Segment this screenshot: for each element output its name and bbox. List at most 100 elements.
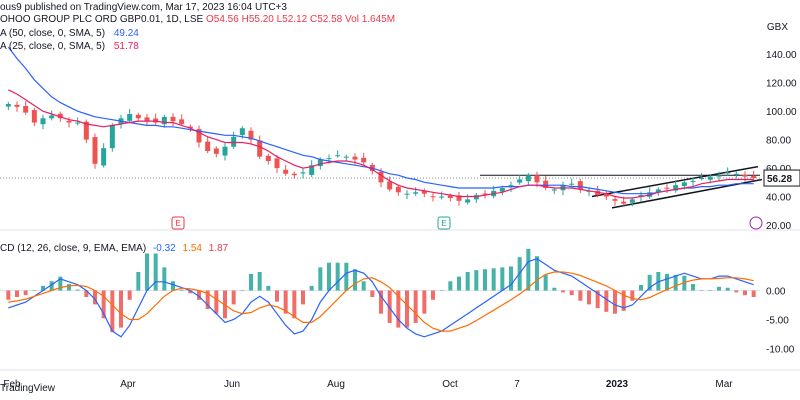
candle-body [430, 196, 436, 198]
time-tick-label: Oct [442, 379, 458, 390]
macd-histogram-bar [136, 272, 141, 291]
macd-histogram-bar [162, 267, 167, 291]
candle-body [75, 122, 81, 124]
candle-body [83, 121, 89, 140]
candle-body [335, 155, 341, 157]
macd-histogram-bar [543, 274, 548, 291]
time-tick-label: Apr [120, 379, 136, 390]
candle-body [205, 141, 211, 151]
macd-histogram-bar [439, 290, 444, 292]
macd-histogram-bar [387, 290, 392, 323]
candle-body [135, 114, 141, 119]
published-text: ous9 published on TradingView.com, Mar 1… [0, 2, 287, 13]
macd-histogram-bar [15, 290, 19, 298]
macd-histogram-bar [84, 290, 89, 298]
low-value: L52.12 [276, 14, 308, 25]
macd-line-value: -0.32 [152, 243, 176, 254]
sma25-line [8, 89, 754, 199]
candle-body [309, 165, 315, 175]
macd-histogram-bar [431, 290, 435, 300]
candle-body [378, 171, 384, 183]
candle-body [725, 172, 731, 174]
candle-body [14, 104, 20, 107]
macd-histogram-bar [257, 272, 262, 291]
candle-body [352, 156, 358, 160]
open-value: O54.56 [206, 14, 239, 25]
candle-body [387, 181, 393, 190]
candle-body [231, 136, 237, 147]
currency-label: GBX [766, 22, 788, 33]
candle-body [716, 175, 722, 177]
macd-histogram-bar [93, 290, 97, 305]
candle-body [534, 175, 540, 183]
candle-body [551, 189, 557, 191]
price-tick-label: 40.00 [766, 193, 791, 204]
histogram-value: 1.87 [208, 243, 229, 254]
candle-body [439, 196, 445, 198]
macd-tick-label: -5.00 [766, 315, 789, 326]
macd-histogram-bar [552, 287, 557, 291]
macd-label: CD (12, 26, close, 9, EMA, EMA) [0, 243, 147, 254]
macd-histogram-bar [67, 284, 71, 291]
candle-body [543, 180, 549, 188]
sma50-legend[interactable]: A (50, close, 0, SMA, 5) 49.24 [0, 28, 139, 39]
earnings-event-label: E [175, 219, 180, 228]
macd-histogram-bar [327, 262, 331, 291]
macd-histogram-bar [647, 274, 652, 291]
channel-upper-line [591, 165, 759, 198]
candle-body [413, 192, 419, 194]
macd-histogram-bar [197, 290, 201, 300]
volume-value: Vol 1.645M [345, 14, 396, 25]
macd-histogram-bar [405, 290, 409, 328]
macd-histogram-bar [32, 290, 37, 292]
macd-histogram-bar [301, 290, 305, 305]
macd-histogram-bar [353, 269, 357, 291]
candle-body [144, 117, 150, 122]
macd-histogram-bar [691, 284, 695, 291]
candle-body [239, 128, 245, 136]
candle-body [101, 148, 107, 166]
macd-histogram-bar [699, 290, 704, 292]
time-tick-label: Jun [224, 379, 240, 390]
macd-histogram-bar [708, 290, 713, 292]
candle-body [92, 137, 98, 164]
macd-histogram-bar [725, 287, 730, 291]
macd-histogram-bar [613, 290, 617, 314]
candle-body [179, 119, 185, 124]
moving-averages [7, 46, 754, 199]
candle-body [213, 148, 219, 154]
earnings-event-marker [171, 216, 185, 230]
macd-tick-label: -10.00 [766, 344, 795, 355]
candle-body [283, 169, 289, 174]
macd-histogram-bar [500, 267, 505, 291]
sma25-legend[interactable]: A (25, close, 0, SMA, 5) 51.78 [0, 41, 139, 52]
candle-body [291, 173, 297, 176]
macd-histogram-bar [569, 290, 574, 296]
time-tick-label: 7 [514, 379, 520, 390]
price-tick-label: 100.00 [766, 107, 797, 118]
macd-legend[interactable]: CD (12, 26, close, 9, EMA, EMA) -0.32 1.… [0, 243, 228, 254]
candle-body [170, 116, 176, 122]
price-tick-label: 120.00 [766, 79, 797, 90]
candle-body [655, 189, 661, 193]
candle-body [751, 175, 757, 179]
candle-body [395, 186, 401, 193]
candles [5, 101, 757, 207]
macd-histogram-bar [6, 290, 11, 300]
macd-histogram-bar [483, 269, 487, 291]
candle-body [629, 199, 635, 203]
dividend-event-icon [749, 216, 763, 230]
macd-histogram-bar [110, 290, 115, 333]
sma50-value: 49.24 [113, 28, 139, 39]
time-tick-label: Feb [3, 379, 21, 390]
candle-body [473, 195, 479, 200]
macd-histogram-bar [275, 290, 279, 302]
high-value: H55.20 [241, 14, 274, 25]
macd-histogram-bar [751, 290, 756, 298]
published-line: ous9 published on TradingView.com, Mar 1… [0, 2, 287, 13]
macd-histogram-bar [604, 290, 609, 312]
candle-body [482, 193, 488, 195]
macd-histogram-bar [682, 275, 687, 291]
sma25-value: 51.78 [113, 41, 139, 52]
